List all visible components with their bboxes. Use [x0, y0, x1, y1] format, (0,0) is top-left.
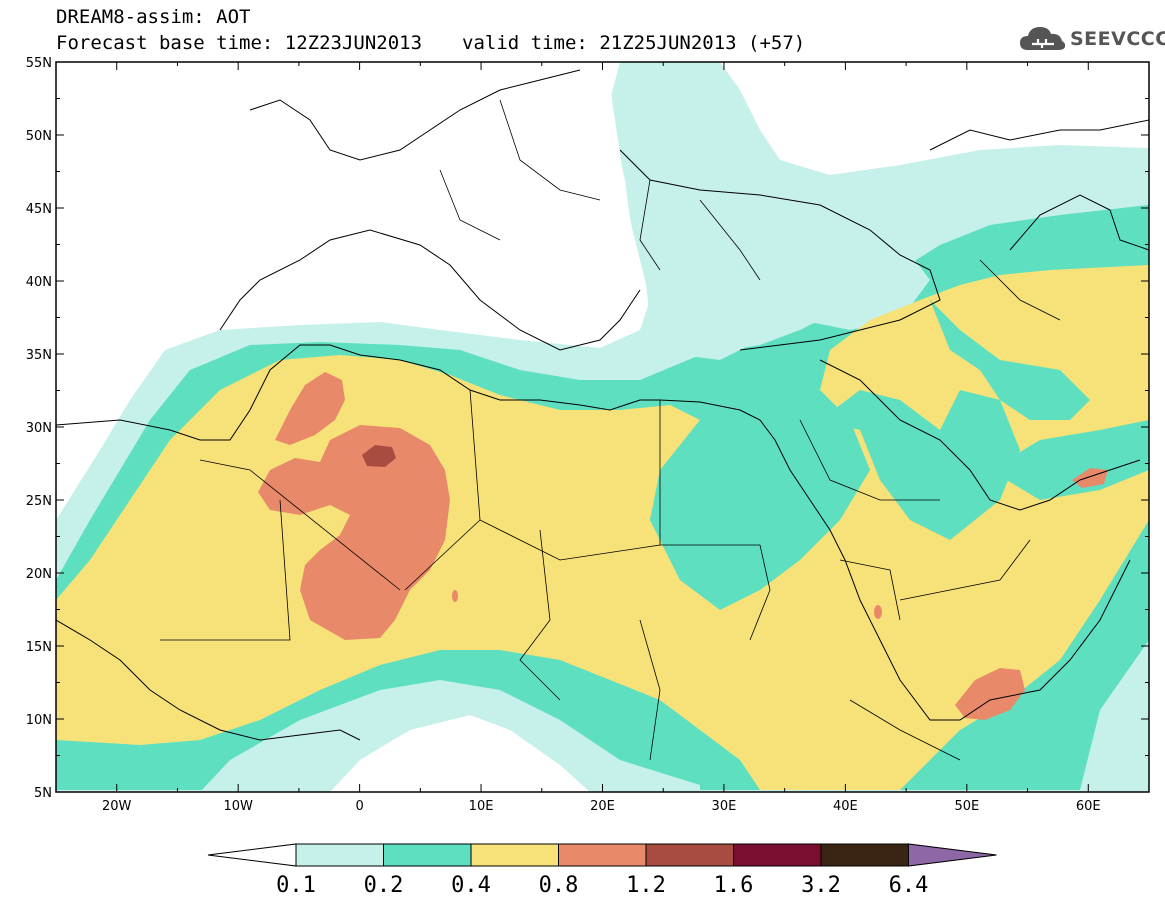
latitude-tick-label: 5N — [34, 786, 52, 801]
longitude-tick-label: 10W — [223, 799, 253, 814]
latitude-ticks — [56, 61, 1149, 793]
longitude-tick-label: 40E — [833, 799, 858, 814]
colorbar-segment — [820, 843, 909, 867]
longitude-tick-label: 20E — [590, 799, 615, 814]
aot-field — [56, 62, 1149, 792]
colorbar-segment — [733, 843, 822, 867]
colorbar-segment — [295, 843, 384, 867]
colorbar-label: 1.2 — [626, 873, 666, 898]
longitude-tick-label: 0 — [355, 799, 363, 814]
latitude-tick-label: 25N — [26, 494, 52, 509]
map-title: DREAM8-assim: AOT — [56, 6, 251, 28]
latitude-tick-label: 35N — [26, 348, 52, 363]
latitude-tick-label: 10N — [26, 713, 52, 728]
latitude-tick-label: 55N — [26, 56, 52, 71]
colorbar-segment — [645, 843, 734, 867]
forecast-times: Forecast base time: 12Z23JUN2013 valid ti… — [56, 32, 805, 54]
colorbar-label: 0.1 — [276, 873, 316, 898]
borders — [160, 99, 1061, 761]
latitude-tick-label: 15N — [26, 640, 52, 655]
colorbar-segment — [558, 843, 647, 867]
cloud-icon — [1020, 27, 1066, 50]
colorbar-over-arrow — [908, 843, 997, 867]
latitude-tick-label: 20N — [26, 567, 52, 582]
colorbar-under-arrow — [207, 843, 297, 867]
logo-text: SEEVCCC — [1070, 28, 1165, 50]
latitude-tick-label: 45N — [26, 202, 52, 217]
latitude-tick-label: 50N — [26, 129, 52, 144]
aot-0.8-region — [258, 425, 450, 640]
colorbar-label: 3.2 — [801, 873, 841, 898]
base-time: Forecast base time: 12Z23JUN2013 — [56, 32, 423, 54]
colorbar-segment — [383, 843, 472, 867]
colorbar-label: 0.8 — [539, 873, 579, 898]
longitude-tick-label: 50E — [954, 799, 979, 814]
colorbar-label: 6.4 — [889, 873, 929, 898]
colorbar-label: 0.4 — [451, 873, 491, 898]
colorbar-segment — [470, 843, 559, 867]
latitude-labels: 55N 50N 45N 40N 35N 30N 25N 20N 15N 10N 5N — [26, 56, 52, 801]
colorbar-label: 0.2 — [364, 873, 404, 898]
aot-1.2-region — [362, 445, 396, 467]
latitude-tick-label: 40N — [26, 275, 52, 290]
longitude-tick-label: 30E — [712, 799, 737, 814]
coastlines — [56, 69, 1149, 741]
seevccc-logo: SEEVCCC — [1018, 22, 1165, 56]
colorbar — [207, 843, 997, 867]
longitude-tick-label: 10E — [469, 799, 494, 814]
colorbar-label: 1.6 — [714, 873, 754, 898]
longitude-tick-label: 60E — [1076, 799, 1101, 814]
latitude-tick-label: 30N — [26, 421, 52, 436]
colorbar-labels: 0.1 0.2 0.4 0.8 1.2 1.6 3.2 6.4 — [276, 873, 928, 898]
longitude-ticks — [116, 62, 1089, 792]
longitude-tick-label: 20W — [102, 799, 132, 814]
valid-time: valid time: 21Z25JUN2013 (+57) — [462, 32, 806, 54]
longitude-labels: 20W 10W 0 10E 20E 30E 40E 50E 60E — [102, 799, 1101, 814]
